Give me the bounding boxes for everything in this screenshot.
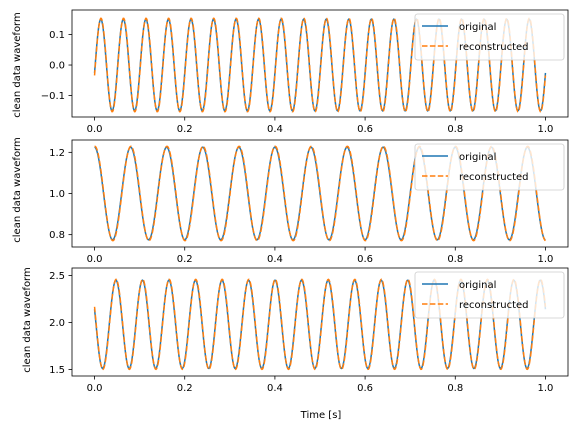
x-tick-label: 1.0 [538,383,554,394]
x-tick-label: 0.4 [267,124,283,135]
x-axis-label: Time [s] [300,410,342,421]
legend-label-reconstructed: reconstructed [459,42,529,53]
x-tick-label: 0.0 [87,254,103,265]
subplot-1: 0.0 0.2 0.4 0.6 0.8 1.0 −0.1 0.0 0.1 clean data w… [12,9,569,135]
y-axis-label: clean data waveform [12,12,23,117]
legend-label-original: original [459,280,496,291]
series-line-reconstructed [94,145,546,242]
x-tick-label: 0.8 [447,124,463,135]
x-tick-label: 0.6 [357,383,373,394]
legend-label-reconstructed: reconstructed [459,300,529,311]
y-tick-label: 2.0 [49,318,65,329]
x-tick-label: 0.4 [267,383,283,394]
legend-label-original: original [459,152,496,163]
series-line-reconstructed [93,278,547,371]
subplot-2: 0.0 0.2 0.4 0.6 0.8 1.0 0.8 1.0 1.2 clean data wa… [12,137,569,265]
y-axis-label: clean data waveform [22,267,33,372]
x-tick-label: 0.2 [177,383,193,394]
y-tick-label: 0.8 [49,230,65,241]
x-tick-label: 0.8 [447,383,463,394]
x-tick-label: 0.0 [87,383,103,394]
y-tick-label: 0.0 [49,61,65,72]
axes-frame [71,9,569,118]
legend-frame [414,13,565,61]
y-tick-label: 0.1 [49,30,65,41]
x-tick-label: 0.0 [87,124,103,135]
x-tick-label: 0.4 [267,254,283,265]
x-tick-label: 0.6 [357,124,373,135]
legend: original reconstructed [414,13,565,61]
x-tick-label: 0.8 [447,254,463,265]
x-tick-label: 1.0 [538,254,554,265]
subplot-3: 0.0 0.2 0.4 0.6 0.8 1.0 1.5 2.0 2.5 clean data wa… [22,267,569,394]
series-line-reconstructed [93,17,547,113]
y-tick-label: 2.5 [49,271,65,282]
y-tick-label: 1.5 [49,365,65,376]
legend-label-original: original [459,22,496,33]
x-tick-label: 0.6 [357,254,373,265]
y-tick-label: −0.1 [41,91,65,102]
y-tick-label: 1.2 [49,148,65,159]
x-tick-label: 1.0 [538,124,554,135]
x-tick-label: 0.2 [177,254,193,265]
legend: original reconstructed [414,271,565,319]
axes-frame [71,267,569,377]
legend-label-reconstructed: reconstructed [459,172,529,183]
y-axis-label: clean data waveform [12,137,23,242]
legend-frame [414,271,565,319]
legend: original reconstructed [414,143,565,191]
x-tick-label: 0.2 [177,124,193,135]
legend-frame [414,143,565,191]
y-tick-label: 1.0 [49,189,65,200]
